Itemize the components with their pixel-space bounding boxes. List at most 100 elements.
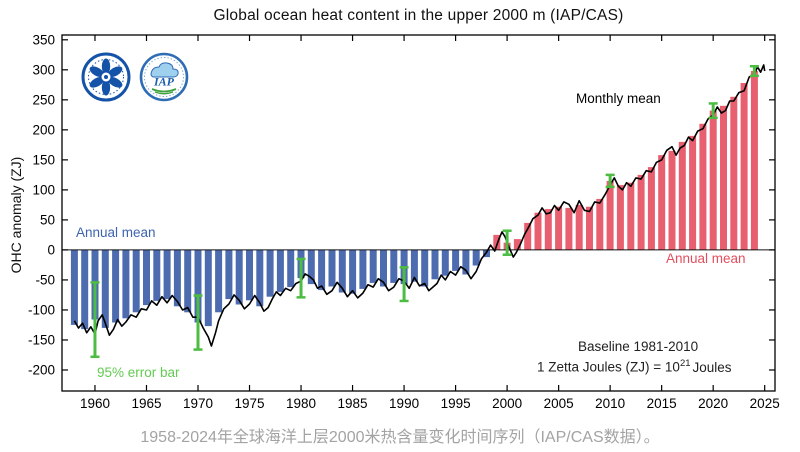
annual-mean-bar — [534, 212, 542, 250]
y-tick-label: 300 — [32, 62, 55, 77]
x-tick-label: 2000 — [492, 396, 522, 411]
unit-note-exponent: 21 — [679, 358, 691, 369]
annual-mean-bar — [328, 249, 336, 287]
annual-mean-bar — [462, 249, 470, 275]
annual-mean-bar — [493, 234, 501, 250]
y-tick-label: -100 — [28, 302, 55, 317]
annual-mean-bar — [647, 167, 655, 250]
annual-mean-bar — [524, 222, 532, 250]
annual-mean-bar — [101, 249, 109, 328]
annual-mean-bar — [318, 249, 326, 291]
annual-mean-bar — [421, 249, 429, 287]
annual-mean-bar — [143, 249, 150, 306]
y-tick-label: -50 — [35, 272, 55, 287]
annual-mean-bar — [441, 249, 449, 276]
x-tick-label: 1965 — [131, 396, 161, 411]
annual-mean-bar — [349, 249, 357, 294]
figure-caption: 1958-2024年全球海洋上层2000米热含量变化时间序列（IAP/CAS数据… — [140, 429, 660, 446]
y-axis-label: OHC anomaly (ZJ) — [8, 156, 24, 274]
annual-mean-bar — [452, 249, 460, 271]
annual-mean-bar — [472, 249, 480, 266]
x-tick-label: 1990 — [389, 396, 419, 411]
ohc-chart: 1960 1965 1970 1975 1980 1985 1990 1995 2000 2005… — [28, 32, 780, 411]
annual-mean-bar — [122, 249, 130, 319]
chart-title: Global ocean heat content in the upper 2… — [213, 7, 624, 24]
annual-mean-bar — [730, 96, 738, 250]
annual-mean-bar — [740, 83, 748, 250]
y-tick-label: 200 — [32, 122, 55, 137]
annual-mean-bar — [627, 182, 635, 250]
annual-mean-bar — [153, 249, 161, 301]
annual-mean-bar — [709, 110, 717, 250]
annual-mean-bar — [699, 123, 707, 250]
annual-mean-bar — [70, 249, 78, 325]
unit-note: 1 Zetta Joules (ZJ) = 1021 Joules — [537, 358, 732, 375]
x-tick-label: 1995 — [441, 396, 471, 411]
annual-mean-bar — [720, 105, 727, 250]
x-tick-label: 1975 — [234, 396, 264, 411]
iap-logo-icon: IAP — [139, 52, 189, 102]
annual-mean-bar — [658, 155, 666, 250]
annual-mean-bar — [369, 249, 377, 283]
annual-mean-bar — [689, 135, 697, 250]
annual-mean-bar — [194, 249, 202, 323]
annual-mean-bar — [380, 249, 387, 287]
y-tick-label: 150 — [32, 152, 55, 167]
annual-mean-bar — [390, 249, 398, 283]
x-tick-label: 1960 — [80, 396, 110, 411]
y-tick-label: -150 — [28, 332, 55, 347]
annual-mean-bar — [750, 71, 758, 250]
y-tick-label: 0 — [47, 242, 55, 257]
annual-mean-bar — [204, 249, 212, 327]
x-tick-label: 2005 — [544, 396, 574, 411]
svg-text:IAP: IAP — [153, 75, 175, 89]
annual-mean-red-label: Annual mean — [666, 251, 746, 266]
annual-mean-bar — [606, 180, 614, 250]
annual-mean-bar — [112, 249, 120, 323]
unit-note-suffix: Joules — [692, 359, 732, 375]
plot-border — [61, 34, 776, 392]
annual-mean-bar — [637, 174, 645, 250]
annual-mean-bar — [256, 249, 264, 307]
annual-mean-bar — [246, 249, 253, 301]
x-tick-label: 2025 — [750, 396, 780, 411]
unit-note-prefix: 1 Zetta Joules (ZJ) = 10 — [537, 359, 680, 375]
annual-mean-bar — [555, 206, 563, 250]
x-tick-label: 2015 — [647, 396, 677, 411]
x-tick-label: 1985 — [338, 396, 368, 411]
annual-mean-bar — [513, 239, 521, 250]
annual-mean-bar — [410, 249, 418, 282]
x-tick-label: 2020 — [698, 396, 728, 411]
annual-mean-bar — [596, 198, 604, 250]
cas-logo-icon — [81, 52, 131, 102]
x-tick-label: 1980 — [286, 396, 316, 411]
monthly-mean-line — [73, 64, 766, 347]
annual-mean-bar — [163, 249, 171, 300]
x-tick-label: 1970 — [183, 396, 213, 411]
annual-mean-bar — [565, 207, 573, 250]
annual-mean-bar — [668, 150, 676, 250]
annual-mean-bar — [678, 141, 686, 250]
annual-mean-bar — [225, 249, 233, 300]
y-tick-label: 250 — [32, 92, 55, 107]
y-tick-label: 50 — [40, 212, 55, 227]
monthly-mean-label: Monthly mean — [576, 91, 661, 106]
x-tick-label: 2010 — [595, 396, 625, 411]
annual-mean-bar — [544, 209, 552, 250]
annual-mean-bar — [586, 206, 593, 250]
annual-mean-bar — [307, 249, 315, 285]
annual-mean-bar — [338, 249, 346, 293]
y-tick-label: 350 — [32, 32, 55, 47]
annual-mean-bar — [359, 249, 367, 289]
baseline-label: Baseline 1981-2010 — [578, 339, 699, 354]
annual-mean-bar — [266, 249, 274, 297]
y-tick-label: 100 — [32, 182, 55, 197]
annual-mean-bar — [616, 185, 624, 250]
annual-mean-bar — [575, 204, 583, 250]
annual-mean-blue-label: Annual mean — [76, 225, 156, 240]
annual-mean-bar — [287, 249, 295, 288]
annual-mean-bar — [173, 249, 181, 307]
annual-mean-bar — [81, 249, 89, 330]
y-tick-label: -200 — [28, 362, 55, 377]
